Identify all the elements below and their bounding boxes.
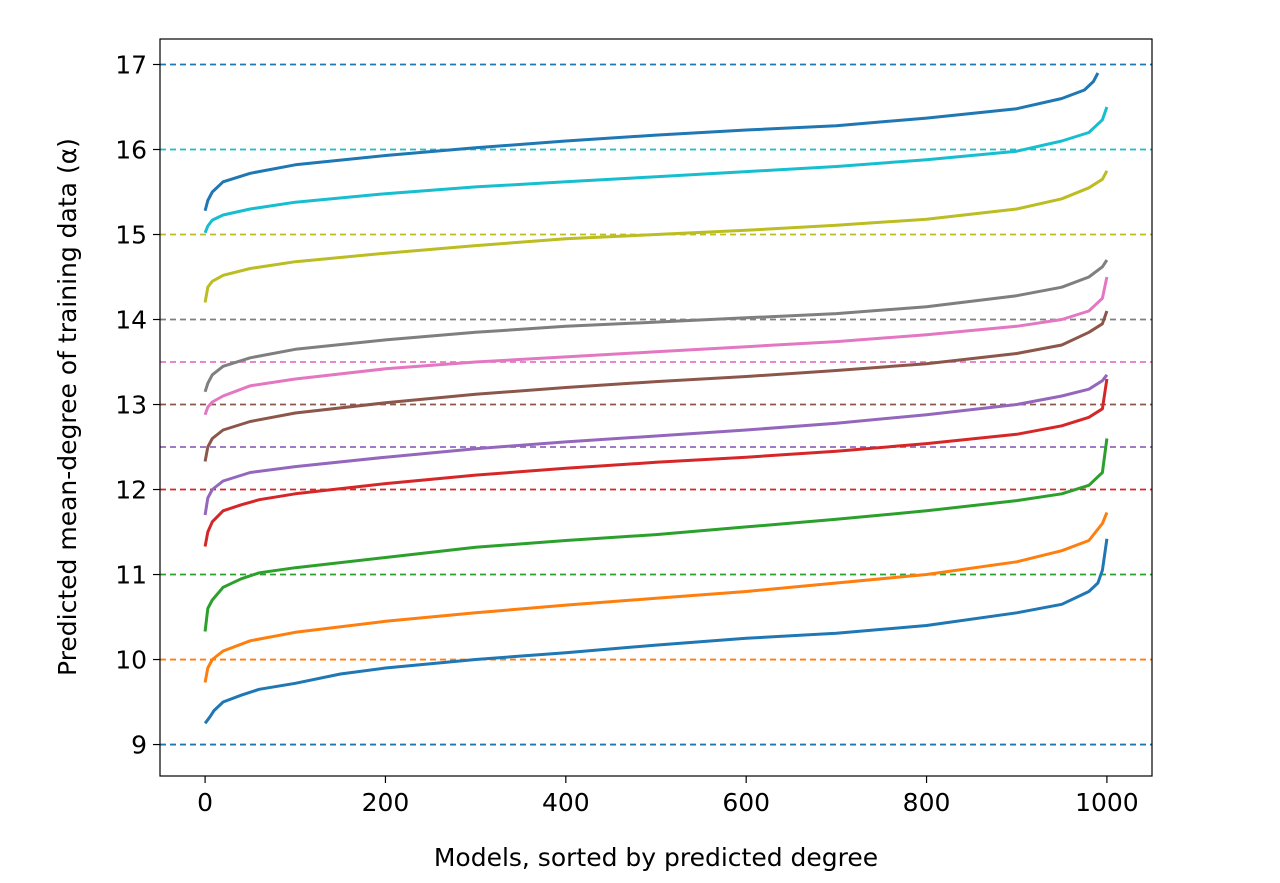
x-axis: 0 200 400 600 800 1000 (197, 776, 1139, 817)
y-tick-label: 14 (115, 306, 147, 335)
x-tick-label: 200 (362, 788, 410, 817)
y-tick-label: 15 (115, 221, 147, 250)
series-line (203, 378, 1109, 547)
series-lines (203, 72, 1109, 725)
x-tick-label: 400 (542, 788, 590, 817)
y-tick-label: 11 (115, 561, 147, 590)
x-tick-label: 600 (722, 788, 770, 817)
y-tick-label: 12 (115, 476, 147, 505)
x-axis-label: Models, sorted by predicted degree (434, 843, 878, 872)
x-tick-label: 0 (197, 788, 213, 817)
plot-frame (159, 38, 1153, 777)
y-tick-label: 13 (115, 391, 147, 420)
series-line (203, 310, 1109, 462)
series-line (203, 373, 1109, 516)
series-line (203, 106, 1109, 234)
y-tick-label: 16 (115, 136, 147, 165)
series-line (203, 511, 1109, 683)
series-line (203, 72, 1100, 212)
y-axis: 9 10 11 12 13 14 15 16 17 (115, 51, 160, 760)
series-line (203, 438, 1109, 632)
x-tick-label: 1000 (1075, 788, 1139, 817)
y-tick-label: 9 (131, 731, 147, 760)
series-line (203, 259, 1109, 393)
y-tick-label: 10 (115, 646, 147, 675)
series-line (203, 276, 1109, 416)
series-line (203, 170, 1109, 303)
y-tick-label: 17 (115, 51, 147, 80)
x-tick-label: 800 (903, 788, 951, 817)
series-line (203, 538, 1109, 725)
y-axis-label: Predicted mean-degree of training data (… (53, 138, 82, 676)
